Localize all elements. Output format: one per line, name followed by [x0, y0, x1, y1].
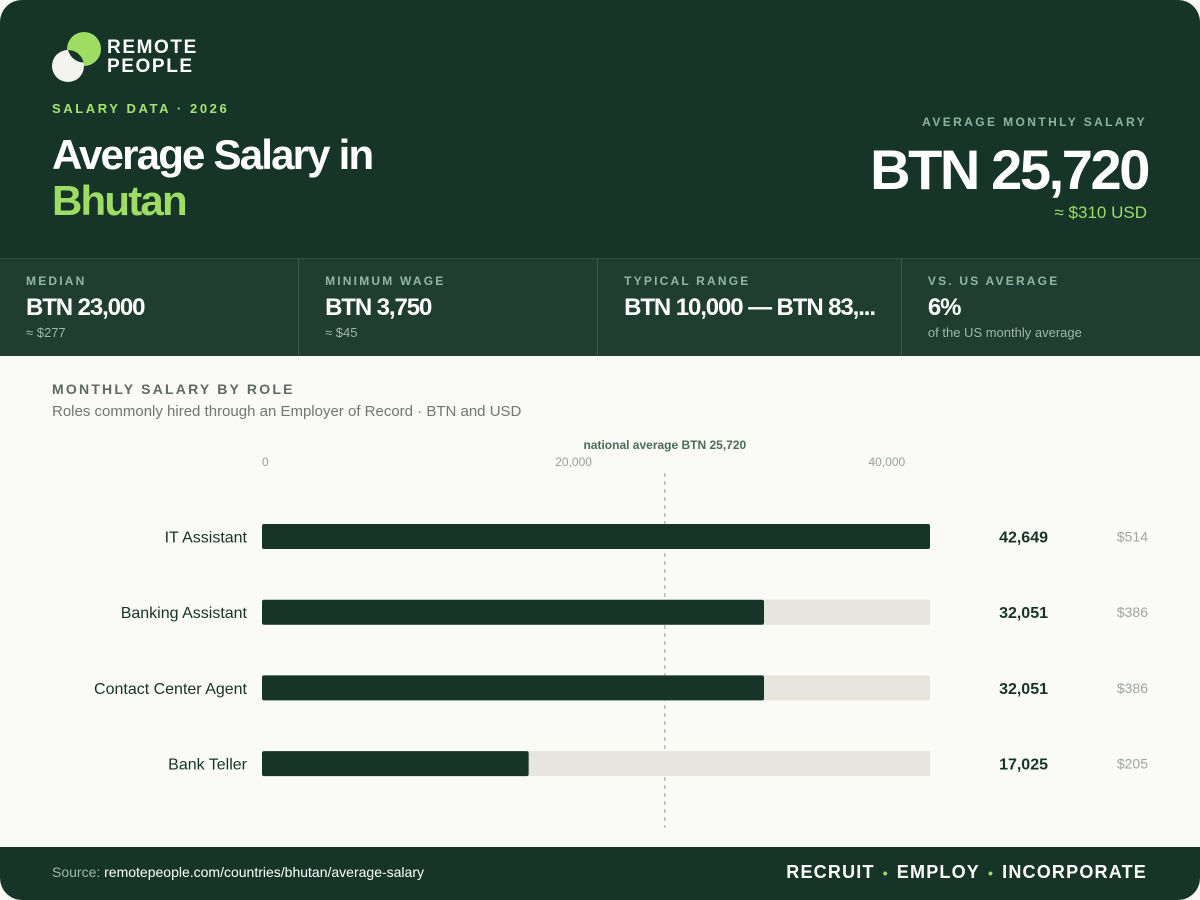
- avg-salary-label: AVERAGE MONTHLY SALARY: [922, 115, 1147, 129]
- bar: [262, 599, 765, 625]
- category-label: Bank Teller: [168, 757, 248, 774]
- stat-median: MEDIAN BTN 23,000 ≈ $277: [0, 259, 300, 356]
- tagline: RECRUIT • EMPLOY • INCORPORATE: [786, 862, 1147, 883]
- usd-label: $514: [1117, 529, 1148, 545]
- x-tick-label: 20,000: [555, 455, 592, 469]
- stats-band: MEDIAN BTN 23,000 ≈ $277 MINIMUM WAGE BT…: [0, 258, 1200, 356]
- avg-salary-value: BTN 25,720: [870, 138, 1150, 201]
- category-label: Banking Assistant: [121, 605, 248, 622]
- tag-recruit: RECRUIT: [786, 862, 875, 882]
- title-country: Bhutan: [52, 177, 188, 224]
- stat-value: BTN 23,000: [26, 294, 146, 321]
- value-label: 17,025: [999, 757, 1048, 774]
- tag-incorporate: INCORPORATE: [1002, 862, 1147, 882]
- stat-sub: ≈ $45: [325, 325, 358, 340]
- x-tick-label: 40,000: [869, 455, 906, 469]
- stat-label: TYPICAL RANGE: [624, 274, 751, 288]
- usd-label: $386: [1117, 604, 1148, 620]
- x-tick-label: 0: [262, 455, 269, 469]
- chart-subtitle: Roles commonly hired through an Employer…: [52, 403, 522, 420]
- stat-value: BTN 10,000 — BTN 83,...: [624, 294, 875, 321]
- separator-dot: •: [988, 865, 995, 881]
- avg-salary-usd: ≈ $310 USD: [1054, 203, 1148, 222]
- stat-label: MINIMUM WAGE: [325, 274, 446, 288]
- footer: Source: remotepeople.com/countries/bhuta…: [0, 847, 1200, 900]
- stat-label: MEDIAN: [26, 274, 87, 288]
- value-label: 32,051: [999, 681, 1048, 698]
- logo-mark-icon: [52, 32, 101, 82]
- category-label: Contact Center Agent: [94, 681, 248, 698]
- stat-sub: ≈ $277: [26, 325, 66, 340]
- stat-value: BTN 3,750: [325, 294, 432, 321]
- stat-label: VS. US AVERAGE: [927, 274, 1060, 288]
- usd-label: $205: [1117, 756, 1148, 772]
- stat-vs-us: VS. US AVERAGE 6% of the US monthly aver…: [902, 259, 1200, 356]
- national-average-label: national average BTN 25,720: [583, 438, 746, 452]
- stat-minimum-wage: MINIMUM WAGE BTN 3,750 ≈ $45: [299, 259, 599, 356]
- salary-bar-chart: 0 20,000 40,000 national average BTN 25,720…: [94, 438, 1148, 828]
- source-note: Source: remotepeople.com/countries/bhuta…: [52, 864, 424, 880]
- value-label: 42,649: [999, 530, 1048, 547]
- category-label: IT Assistant: [165, 530, 248, 547]
- brand-line-2: PEOPLE: [107, 56, 194, 77]
- brand-line-1: REMOTE: [107, 37, 198, 58]
- bar: [262, 751, 529, 777]
- source-prefix: Source:: [52, 864, 101, 880]
- brand-logo[interactable]: REMOTE PEOPLE: [52, 32, 212, 84]
- stat-value: 6%: [927, 294, 962, 321]
- title-line-1: Average Salary in: [52, 131, 374, 178]
- stat-typical-range: TYPICAL RANGE BTN 10,000 — BTN 83,...: [598, 259, 902, 356]
- stat-sub: of the US monthly average: [927, 325, 1082, 340]
- separator-dot: •: [882, 865, 889, 881]
- page-title: Average Salary in Bhutan: [52, 131, 374, 224]
- bar: [262, 675, 765, 701]
- source-link[interactable]: remotepeople.com/countries/bhutan/averag…: [104, 864, 424, 880]
- header: REMOTE PEOPLE SALARY DATA · 2026 Average…: [0, 0, 1200, 258]
- tag-employ: EMPLOY: [896, 862, 981, 882]
- brand-wordmark: REMOTE PEOPLE: [107, 38, 198, 76]
- usd-label: $386: [1117, 680, 1148, 696]
- value-label: 32,051: [999, 605, 1048, 622]
- bar: [262, 524, 930, 549]
- chart-title: MONTHLY SALARY BY ROLE: [52, 381, 295, 397]
- eyebrow: SALARY DATA · 2026: [52, 101, 230, 116]
